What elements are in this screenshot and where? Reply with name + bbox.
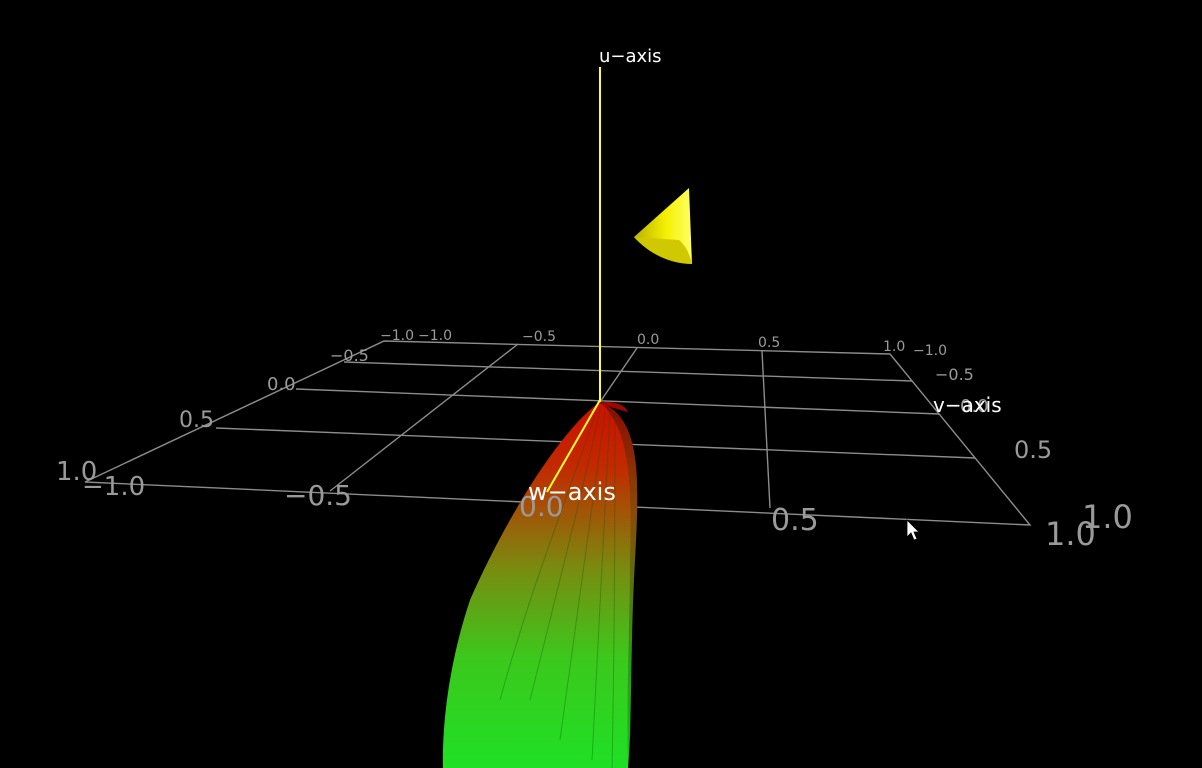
tick-back-neg1: −1.0 [380, 328, 414, 344]
v-axis-label: v−axis [933, 393, 1002, 417]
tick-front-0: 0.0 [519, 490, 564, 523]
tick-front-1: 1.0 [1045, 515, 1096, 553]
grid-outline [84, 340, 1032, 526]
tick-left-far-neg1: −1.0 [418, 328, 452, 344]
tick-back-1: 1.0 [883, 339, 905, 355]
tick-left-1: 1.0 [56, 457, 97, 487]
w-axis-line [546, 399, 601, 493]
cone-marker [634, 188, 692, 264]
grid-line [343, 361, 913, 382]
tick-back-05: 0.5 [758, 335, 780, 351]
tick-right-neg05: −0.5 [935, 365, 974, 384]
grid-line [329, 343, 519, 492]
u-axis-label: u−axis [599, 46, 662, 67]
surface-rim [597, 402, 628, 412]
tick-right-05: 0.5 [1014, 436, 1052, 464]
cone-base [634, 237, 692, 264]
tick-left-0: 0.0 [267, 374, 296, 395]
mouse-pointer-icon [906, 519, 920, 541]
surface-ridge [591, 411, 611, 761]
tick-left-05: 0.5 [179, 408, 214, 433]
tick-front-05: 0.5 [771, 503, 819, 538]
tick-front-neg05: −0.5 [284, 479, 352, 512]
w-axis-label: w−axis [528, 478, 616, 506]
tick-front-neg1: −1.0 [82, 472, 145, 502]
tick-right-0: 0.0 [960, 396, 989, 417]
surface-ridge [499, 414, 596, 701]
tick-right-1: 1.0 [1082, 498, 1133, 536]
grid-line [761, 350, 771, 509]
surface-lobe [442, 402, 638, 768]
tick-back-0: 0.0 [637, 332, 659, 348]
tick-left-neg05: −0.5 [330, 346, 369, 365]
surface-ridge [529, 409, 601, 701]
grid-line [295, 388, 940, 415]
surface-front [442, 402, 631, 768]
tick-back-neg05: −0.5 [522, 329, 556, 345]
tick-right-neg1: −1.0 [913, 343, 947, 359]
surface-ridge [611, 414, 616, 768]
